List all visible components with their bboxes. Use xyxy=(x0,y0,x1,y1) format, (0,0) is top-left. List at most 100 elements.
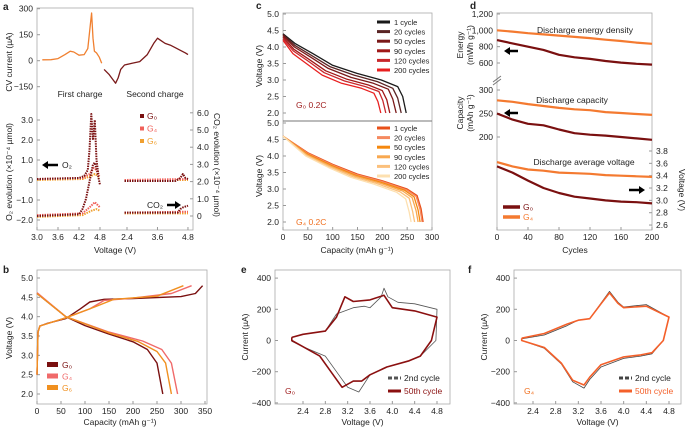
panel-f-frame xyxy=(513,269,682,405)
x-tick-label: 300 xyxy=(174,406,188,416)
g0-rate-label: G₀ 0.2C xyxy=(296,100,326,110)
y-axis-title: Current (µA) xyxy=(479,313,489,360)
energy-G4-line xyxy=(496,29,653,45)
x-tick-label: 4.4 xyxy=(409,406,421,416)
cv-loop-1 xyxy=(520,292,670,386)
capacity-annotation: Discharge capacity xyxy=(536,95,609,105)
x-tick-label: 200 xyxy=(645,232,659,242)
legend-label: 1 cycle xyxy=(394,18,417,27)
x-tick-label: 40 xyxy=(523,232,533,242)
legend-label: 20 cycles xyxy=(394,28,426,37)
legend-label: G₀ xyxy=(147,111,158,121)
y-axis-title-energy-unit: (mWh g⁻¹) xyxy=(465,25,475,65)
y-tick-label: 2.0 xyxy=(267,108,279,118)
y-tick-label: 4.0 xyxy=(197,142,209,152)
g4-rate-label: G₄ 0.2C xyxy=(296,217,326,227)
discharge-curve-2 xyxy=(36,292,173,395)
y-tick-label: 1,200 xyxy=(472,9,494,19)
o2-arrow-icon-head xyxy=(42,161,48,169)
x-tick-label: 50 xyxy=(56,406,66,416)
y-tick-label: 1.0 xyxy=(21,155,33,165)
x-tick-label: 4.0 xyxy=(618,406,630,416)
x-tick-label: 2.8 xyxy=(550,406,562,416)
x-tick-label: 350 xyxy=(198,406,212,416)
x-tick-label: 3.0 xyxy=(31,232,43,242)
y-tick-label: 3.0 xyxy=(21,115,33,125)
y-tick-label: 6.0 xyxy=(197,108,209,118)
y-axis-title-energy: Energy xyxy=(455,31,465,59)
cv-second-charge-line xyxy=(103,37,189,84)
y-tick-label: 4.0 xyxy=(267,151,279,161)
x-tick-label: 80 xyxy=(554,232,564,242)
x-tick-label: 4.8 xyxy=(431,406,443,416)
x-tick-label: 4.4 xyxy=(640,406,652,416)
y-tick-label: 300 xyxy=(479,85,493,95)
y-tick-label: 4.0 xyxy=(21,312,33,322)
top-discharge-curve xyxy=(282,36,391,114)
legend-label: 20 cycles xyxy=(394,134,426,143)
x-tick-label: 0 xyxy=(495,232,500,242)
y-tick-label: 2.0 xyxy=(21,135,33,145)
second-charge-label: Second charge xyxy=(126,89,183,99)
y-tick-label: 4.5 xyxy=(267,135,279,145)
x-tick-label: 3.6 xyxy=(152,232,164,242)
energy-G0-line xyxy=(496,39,653,66)
axis-break-icon xyxy=(492,75,502,86)
legend-swatch xyxy=(47,373,58,379)
voltage-G0-line xyxy=(496,165,653,205)
y-tick-label: 1,000 xyxy=(472,25,494,35)
top-discharge-curve xyxy=(282,33,407,114)
x-axis-title: Voltage (V) xyxy=(576,417,618,427)
energy-annotation: Discharge energy density xyxy=(537,25,634,35)
y-axis-title-top: Voltage (V) xyxy=(254,45,264,87)
bottom-discharge-curve xyxy=(282,135,421,223)
y-tick-label: 600 xyxy=(479,58,493,68)
energy-arrow-icon-head xyxy=(504,47,510,55)
y-tick-label: 3.5 xyxy=(267,168,279,178)
voltage-G4-line xyxy=(496,161,653,178)
legend-label: 50th cycle xyxy=(404,386,443,396)
x-tick-label: 4.0 xyxy=(386,406,398,416)
y-tick-label: −400 xyxy=(491,398,510,408)
panel-letter: c xyxy=(256,1,262,12)
x-axis-title: Capacity (mAh g⁻¹) xyxy=(84,417,157,427)
y-axis-title-o2: O₂ evolution (×10⁻⁴ µmol) xyxy=(4,123,14,221)
y-tick-label: 3.5 xyxy=(267,59,279,69)
y-tick-label: −400 xyxy=(252,398,271,408)
x-tick-label: 0 xyxy=(281,232,286,242)
y-tick-label: 3.6 xyxy=(656,158,668,168)
y-tick-label: 0 xyxy=(266,336,271,346)
co2-label: CO₂ xyxy=(147,200,163,210)
y-tick-label: 2.0 xyxy=(21,389,33,399)
legend-label: 50th cycle xyxy=(635,386,674,396)
co2-first-0 xyxy=(36,161,101,217)
y-tick-label: 250 xyxy=(479,109,493,119)
legend-label: 90 cycles xyxy=(394,47,426,56)
y-tick-label: −1.0 xyxy=(16,195,33,205)
bottom-discharge-curve xyxy=(282,135,423,223)
y-tick-label: 3.0 xyxy=(267,75,279,85)
y-tick-label: −200 xyxy=(491,367,510,377)
legend-marker xyxy=(140,126,144,131)
x-tick-label: 3.2 xyxy=(342,406,354,416)
legend-label: 2nd cycle xyxy=(404,373,440,383)
top-discharge-curve xyxy=(282,38,387,114)
y-tick-label: 200 xyxy=(257,304,271,314)
top-discharge-curve xyxy=(282,35,397,114)
y-tick-label: 5.0 xyxy=(21,273,33,283)
y-tick-label: 4.0 xyxy=(267,42,279,52)
x-tick-label: 4.8 xyxy=(663,406,675,416)
legend-label: 90 cycles xyxy=(394,153,426,162)
x-tick-label: 100 xyxy=(78,406,92,416)
x-tick-label: 150 xyxy=(102,406,116,416)
y-axis-title: Current (µA) xyxy=(240,313,250,360)
x-axis-title: Cycles xyxy=(562,245,588,255)
co2-second-0 xyxy=(124,204,189,214)
y-tick-label: 5.0 xyxy=(197,125,209,135)
x-tick-label: 3.6 xyxy=(52,232,64,242)
cv-loop-1 xyxy=(291,294,438,389)
sample-label: G₄ xyxy=(524,386,535,396)
legend-label: G₄ xyxy=(62,372,73,382)
y-tick-label: 0 xyxy=(28,175,33,185)
legend-label: 200 cycles xyxy=(394,66,430,75)
